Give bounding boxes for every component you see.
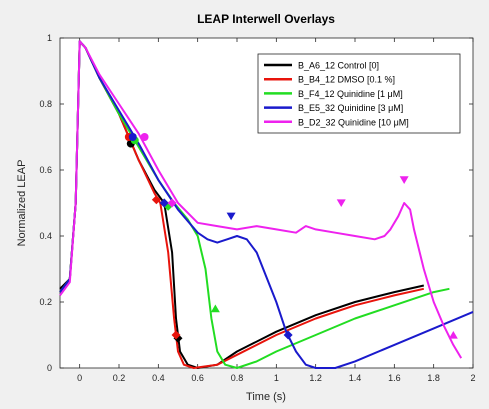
series-marker	[171, 330, 181, 340]
x-tick-label: 1	[274, 373, 279, 383]
series-marker	[336, 199, 346, 208]
y-tick-label: 0.4	[39, 231, 52, 241]
axis-ticks: 0 0.2 0.4 0.6 0.8 1 1.2 1.4 1.6 1.8 2 0 0.2 0.4 0.6 0.8…	[39, 33, 475, 383]
x-tick-label: 1.8	[427, 373, 440, 383]
x-tick-label: 0.2	[113, 373, 126, 383]
series-marker	[159, 198, 169, 208]
legend-label: B_F4_12 Quinidine [1 μM]	[298, 89, 403, 99]
marker-layer	[124, 133, 458, 343]
y-tick-label: 0.8	[39, 99, 52, 109]
legend: B_A6_12 Control [0] B_B4_12 DMSO [0.1 %] B…	[257, 53, 461, 134]
y-tick-label: 0.2	[39, 297, 52, 307]
series-marker	[140, 133, 149, 141]
legend-label: B_E5_32 Quinidine [3 μM]	[298, 103, 403, 113]
series-marker	[210, 304, 220, 313]
series-marker	[399, 176, 409, 184]
y-tick-label: 0.6	[39, 165, 52, 175]
chart-title: LEAP Interwell Overlays	[197, 12, 335, 26]
series-marker	[128, 133, 137, 141]
x-tick-label: 1.6	[388, 373, 401, 383]
x-tick-label: 1.4	[349, 373, 362, 383]
series-marker	[448, 330, 458, 339]
series-marker	[226, 212, 236, 221]
x-tick-label: 1.2	[309, 373, 322, 383]
x-tick-label: 0	[77, 373, 82, 383]
y-tick-label: 0	[47, 363, 52, 373]
legend-label: B_A6_12 Control [0]	[298, 61, 379, 71]
x-tick-label: 0.6	[191, 373, 204, 383]
legend-label: B_D2_32 Quinidine [10 μM]	[298, 117, 409, 127]
y-tick-label: 1	[47, 33, 52, 43]
x-tick-label: 2	[470, 373, 475, 383]
series-line	[59, 40, 463, 359]
x-tick-label: 0.4	[152, 373, 165, 383]
series-marker	[167, 198, 177, 208]
x-tick-label: 0.8	[231, 373, 244, 383]
x-axis-label: Time (s)	[246, 391, 286, 403]
series-marker	[151, 195, 161, 205]
series-marker	[283, 330, 293, 340]
series-layer	[59, 40, 474, 369]
y-axis-label: Normalized LEAP	[16, 160, 28, 247]
legend-label: B_B4_12 DMSO [0.1 %]	[298, 75, 395, 85]
